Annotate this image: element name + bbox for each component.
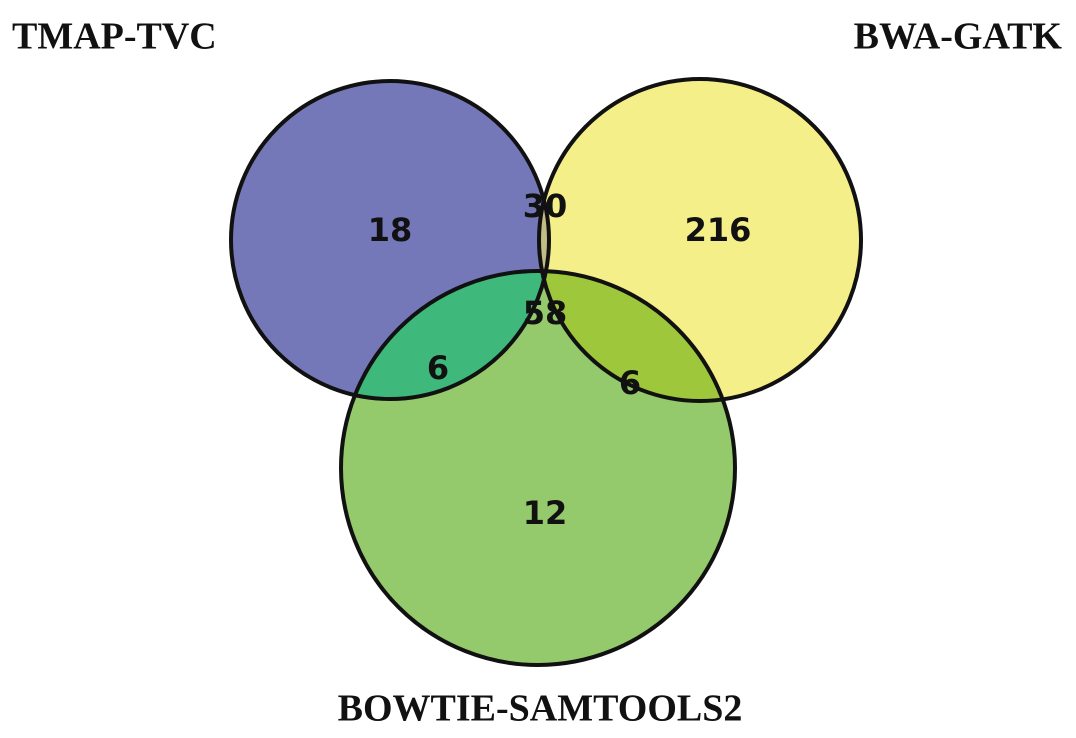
region-count: 58 xyxy=(523,294,568,332)
labels: TMAP-TVC BWA-GATK BOWTIE-SAMTOOLS2 18 30 216 5… xyxy=(12,16,1062,730)
set-outline xyxy=(229,79,551,401)
region-count: 6 xyxy=(619,364,641,402)
region-count: 12 xyxy=(523,494,568,532)
venn-region xyxy=(341,271,735,665)
outlines xyxy=(229,77,863,667)
set-name: BOWTIE-SAMTOOLS2 xyxy=(338,688,743,730)
set-name: TMAP-TVC xyxy=(12,16,217,58)
regions xyxy=(231,79,861,665)
set-name: BWA-GATK xyxy=(854,16,1063,58)
region-count: 18 xyxy=(368,211,413,249)
region-count: 30 xyxy=(523,187,568,225)
region-count: 216 xyxy=(685,211,752,249)
region-count: 6 xyxy=(427,349,449,387)
set-outline xyxy=(339,269,737,667)
set-outline xyxy=(537,77,863,403)
